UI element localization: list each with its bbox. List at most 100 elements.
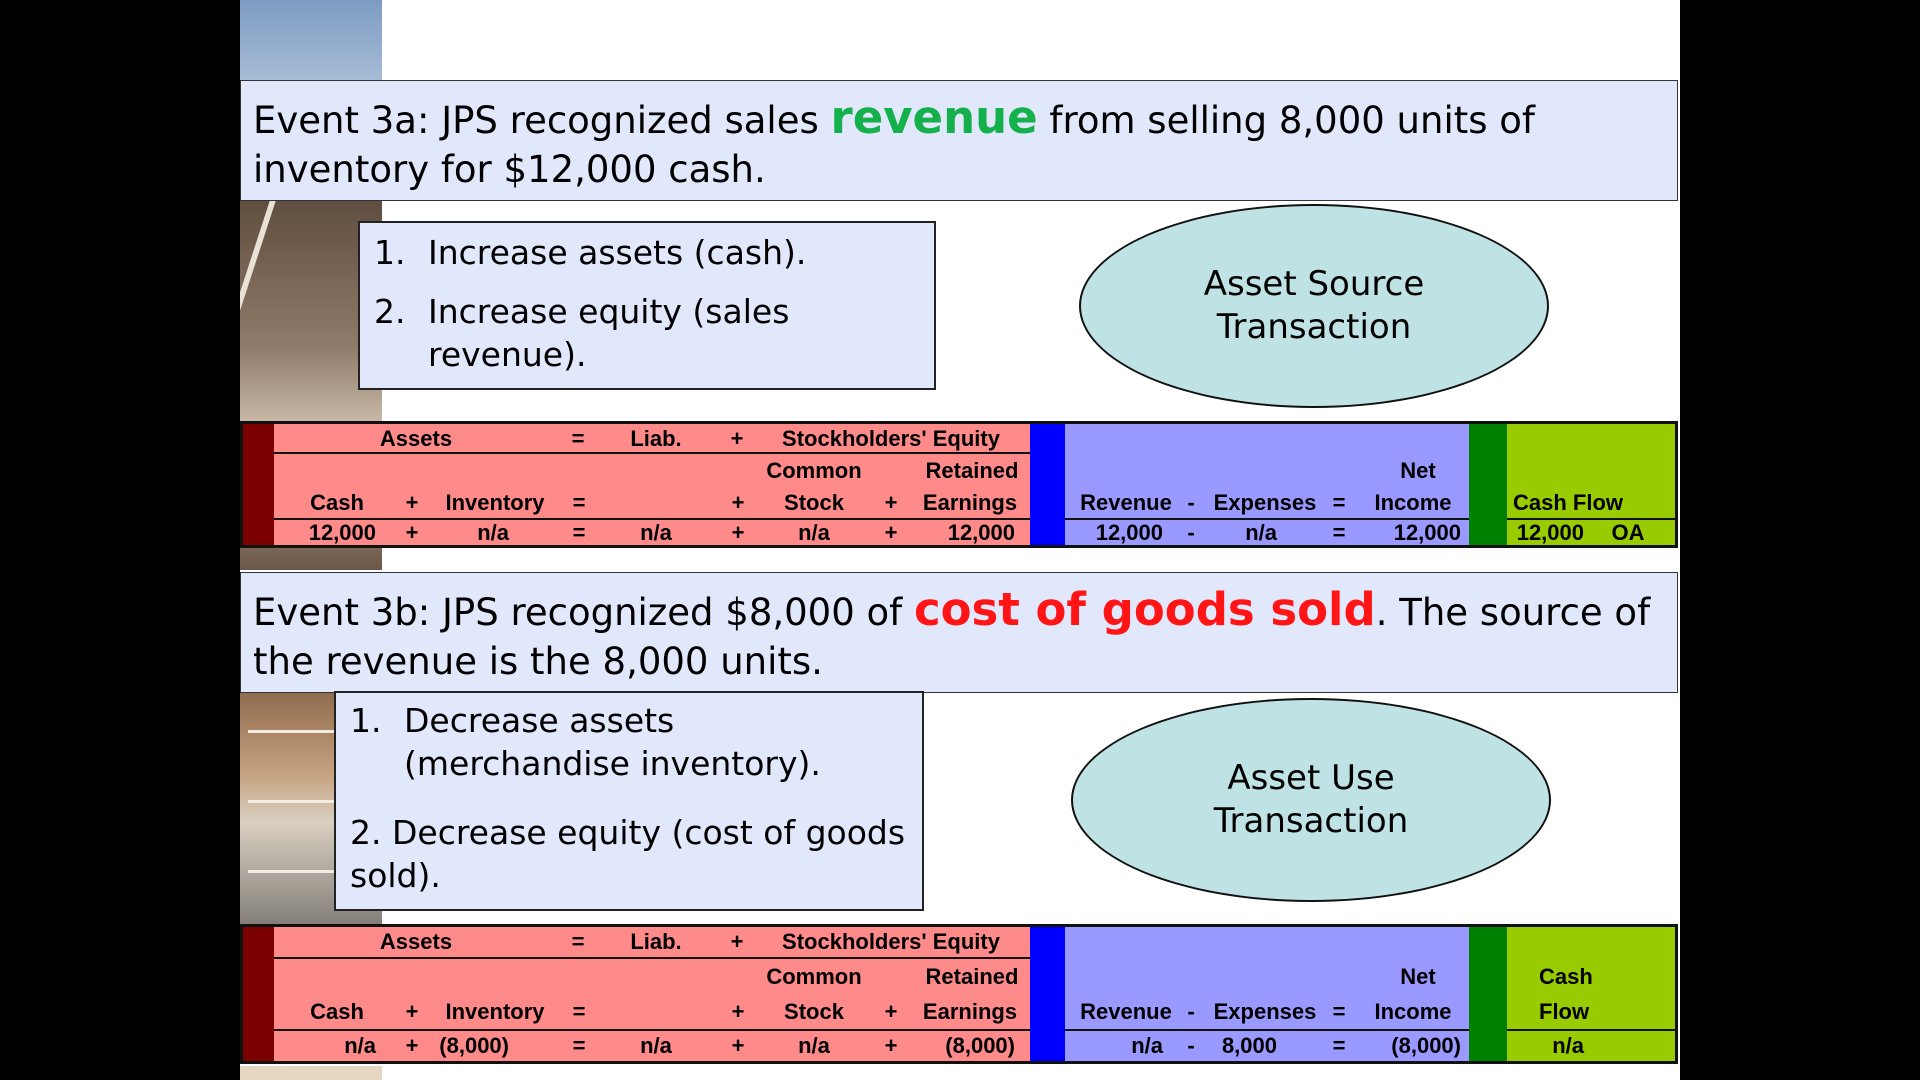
step-item: 1. Decrease assets (merchandise inventor… bbox=[350, 699, 908, 785]
stock-header: Stock bbox=[784, 490, 844, 515]
table-rule bbox=[1507, 1029, 1675, 1031]
plus-sign: + bbox=[730, 929, 744, 954]
minus-sign: - bbox=[1187, 999, 1195, 1024]
table-rule bbox=[1065, 1029, 1469, 1031]
retained-header: Retained bbox=[925, 964, 1019, 989]
event-3a-steps-box: 1. Increase assets (cash). 2. Increase e… bbox=[358, 221, 936, 390]
step-number: 2. bbox=[374, 292, 406, 331]
transaction-type-ellipse: Asset Use Transaction bbox=[1071, 698, 1551, 902]
equals-sign: = bbox=[572, 1033, 586, 1058]
step-item: 2. Decrease equity (cost of goods sold). bbox=[350, 811, 908, 897]
event-3b-title-start: Event 3b: JPS recognized $8,000 of bbox=[253, 591, 914, 634]
transaction-type-label: Asset Use Transaction bbox=[1213, 758, 1409, 841]
sky-photo bbox=[240, 0, 382, 80]
expenses-header: Expenses bbox=[1213, 490, 1317, 515]
plus-sign: + bbox=[731, 1033, 745, 1058]
step-item: 1. Increase assets (cash). bbox=[374, 231, 920, 274]
table-rule bbox=[274, 1029, 1030, 1031]
assets-header: Assets bbox=[379, 929, 453, 954]
net-income-value: (8,000) bbox=[1391, 1033, 1461, 1058]
liabilities-value: n/a bbox=[640, 520, 672, 545]
equals-sign: = bbox=[1332, 999, 1346, 1024]
minus-sign: - bbox=[1187, 1033, 1195, 1058]
cash-value: 12,000 bbox=[308, 520, 376, 545]
transaction-type-ellipse: Asset Source Transaction bbox=[1079, 204, 1549, 408]
revenue-header: Revenue bbox=[1080, 490, 1172, 515]
cash-flow-header-line2: Flow bbox=[1539, 999, 1590, 1024]
plus-sign: + bbox=[731, 490, 745, 515]
transaction-type-label: Asset Source Transaction bbox=[1203, 264, 1425, 347]
plus-sign: + bbox=[884, 490, 898, 515]
table-rule bbox=[1065, 518, 1469, 520]
minus-sign: - bbox=[1187, 490, 1195, 515]
revenue-value: 12,000 bbox=[1095, 520, 1163, 545]
cogs-highlight: cost of goods sold bbox=[913, 583, 1376, 636]
revenue-header: Revenue bbox=[1080, 999, 1172, 1024]
plus-sign: + bbox=[731, 520, 745, 545]
plus-sign: + bbox=[884, 1033, 898, 1058]
liabilities-header: Liab. bbox=[630, 929, 682, 954]
revenue-highlight: revenue bbox=[830, 91, 1038, 144]
stockholders-equity-header: Stockholders' Equity bbox=[782, 929, 1000, 954]
equals-sign: = bbox=[1332, 1033, 1346, 1058]
plus-sign: + bbox=[405, 1033, 419, 1058]
liabilities-header: Liab. bbox=[630, 426, 682, 451]
plus-sign: + bbox=[730, 426, 744, 451]
event-3b-steps-box: 1. Decrease assets (merchandise inventor… bbox=[334, 691, 924, 911]
step-text: Decrease assets (merchandise inventory). bbox=[404, 701, 821, 783]
inventory-header: Inventory bbox=[445, 999, 545, 1024]
equals-sign: = bbox=[571, 426, 585, 451]
plus-sign: + bbox=[405, 490, 419, 515]
plus-sign: + bbox=[405, 520, 419, 545]
equals-sign: = bbox=[1332, 520, 1346, 545]
common-header: Common bbox=[766, 458, 862, 483]
event-3a-title-end: from selling 8,000 units of inventory fo… bbox=[253, 99, 1535, 191]
step-item: 2. Increase equity (sales revenue). bbox=[374, 290, 920, 376]
retained-earnings-value: 12,000 bbox=[947, 520, 1015, 545]
earnings-header: Earnings bbox=[922, 490, 1018, 515]
event-3a-banner: Event 3a: JPS recognized sales revenue f… bbox=[240, 80, 1678, 201]
common-stock-value: n/a bbox=[798, 1033, 830, 1058]
plus-sign: + bbox=[884, 999, 898, 1024]
stock-header: Stock bbox=[784, 999, 844, 1024]
accounting-equation-table-3a: Assets = Liab. + Stockholders' Equity Common R… bbox=[240, 421, 1678, 548]
table-rule bbox=[274, 957, 1030, 959]
event-3b-title-end: . The source of the revenue is the 8,000… bbox=[253, 591, 1651, 683]
plus-sign: + bbox=[884, 520, 898, 545]
common-stock-value: n/a bbox=[798, 520, 830, 545]
earnings-header: Earnings bbox=[922, 999, 1018, 1024]
event-3a-title-start: Event 3a: JPS recognized sales bbox=[253, 99, 831, 142]
slide: Event 3a: JPS recognized sales revenue f… bbox=[240, 0, 1680, 1080]
net-header: Net bbox=[1400, 964, 1436, 989]
inventory-header: Inventory bbox=[445, 490, 545, 515]
stockholders-equity-header: Stockholders' Equity bbox=[782, 426, 1000, 451]
plus-sign: + bbox=[731, 999, 745, 1024]
cash-header: Cash bbox=[310, 999, 364, 1024]
expenses-value: n/a bbox=[1245, 520, 1277, 545]
income-header: Income bbox=[1374, 999, 1452, 1024]
equals-sign: = bbox=[572, 490, 586, 515]
income-header: Income bbox=[1374, 490, 1452, 515]
table-rule bbox=[274, 452, 1030, 454]
activity-code: OA bbox=[1611, 520, 1645, 545]
cash-flow-value: 12,000 bbox=[1516, 520, 1584, 545]
step-text: Increase equity (sales revenue). bbox=[428, 292, 790, 374]
equals-sign: = bbox=[572, 520, 586, 545]
equals-sign: = bbox=[571, 929, 585, 954]
cash-header: Cash bbox=[310, 490, 364, 515]
step-text: 2. Decrease equity (cost of goods sold). bbox=[350, 813, 906, 895]
assets-header: Assets bbox=[379, 426, 453, 451]
expenses-value: 8,000 bbox=[1221, 1033, 1277, 1058]
cash-flow-value: n/a bbox=[1552, 1033, 1584, 1058]
net-income-value: 12,000 bbox=[1393, 520, 1461, 545]
minus-sign: - bbox=[1187, 520, 1195, 545]
step-text: Increase assets (cash). bbox=[428, 233, 807, 272]
retained-header: Retained bbox=[925, 458, 1019, 483]
event-3b-banner: Event 3b: JPS recognized $8,000 of cost … bbox=[240, 572, 1678, 693]
equals-sign: = bbox=[1332, 490, 1346, 515]
inventory-value: n/a bbox=[477, 520, 509, 545]
retained-earnings-value: (8,000) bbox=[945, 1033, 1015, 1058]
inventory-value: (8,000) bbox=[439, 1033, 509, 1058]
step-number: 1. bbox=[374, 233, 406, 272]
plus-sign: + bbox=[405, 999, 419, 1024]
